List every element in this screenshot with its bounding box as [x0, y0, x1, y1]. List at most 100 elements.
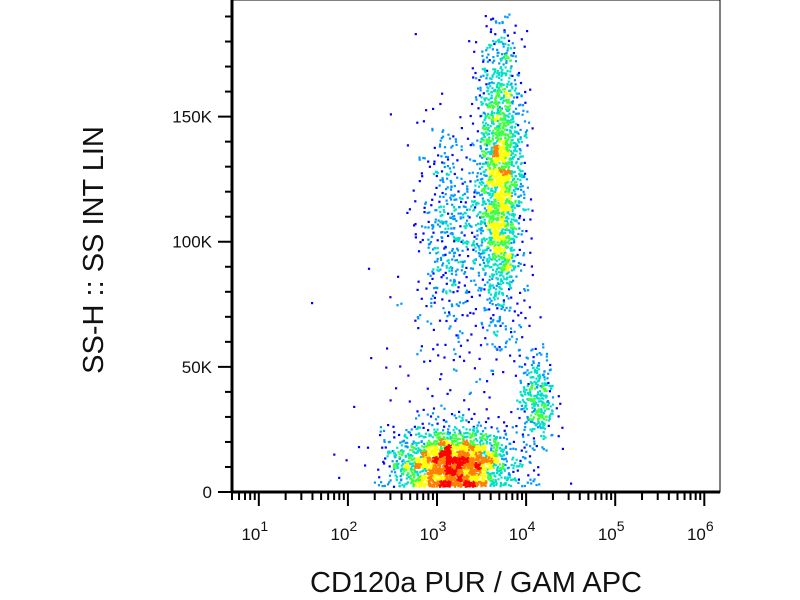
- event-dot: [510, 205, 513, 208]
- event-dot: [483, 450, 486, 453]
- event-dot: [418, 485, 421, 488]
- event-dot: [413, 461, 416, 464]
- event-dot: [481, 278, 484, 281]
- event-dot: [491, 81, 494, 84]
- event-dot: [435, 452, 438, 455]
- event-dot: [445, 472, 448, 476]
- event-dot: [454, 138, 457, 141]
- event-dot: [464, 451, 467, 454]
- event-dot: [461, 419, 464, 422]
- event-dot: [479, 89, 482, 92]
- event-dot: [497, 91, 500, 94]
- event-dot: [492, 56, 495, 59]
- event-dot: [432, 462, 435, 465]
- event-dot: [500, 78, 503, 81]
- event-dot: [377, 468, 380, 471]
- event-dot: [473, 195, 476, 198]
- event-dot: [492, 179, 495, 182]
- event-dot: [494, 97, 497, 101]
- event-dot: [511, 133, 515, 136]
- event-dot: [529, 376, 532, 379]
- event-dot: [493, 434, 496, 438]
- event-dot: [500, 83, 504, 86]
- event-dot: [466, 442, 469, 445]
- event-dot: [480, 226, 483, 230]
- event-dot: [430, 474, 433, 477]
- event-dot: [500, 156, 503, 159]
- event-dot: [446, 465, 449, 468]
- event-dot: [481, 221, 484, 224]
- event-dot: [450, 198, 453, 201]
- event-dot: [523, 387, 526, 390]
- event-dot: [499, 283, 502, 286]
- event-dot: [458, 254, 461, 257]
- event-dot: [496, 217, 499, 221]
- event-dot: [404, 461, 407, 464]
- event-dot: [441, 468, 444, 471]
- event-dot: [450, 146, 453, 149]
- event-dot: [496, 427, 499, 430]
- event-dot: [483, 456, 486, 459]
- event-dot: [487, 474, 490, 477]
- event-dot: [412, 464, 415, 467]
- event-dot: [515, 275, 518, 278]
- event-dot: [434, 476, 437, 479]
- event-dot: [457, 463, 460, 466]
- event-dot: [511, 232, 515, 235]
- event-dot: [505, 187, 508, 191]
- event-dot: [467, 215, 470, 218]
- event-dot: [466, 467, 469, 470]
- event-dot: [527, 418, 530, 422]
- event-dot: [515, 162, 518, 165]
- event-dot: [471, 429, 474, 432]
- event-dot: [498, 266, 502, 270]
- event-dot: [484, 457, 487, 460]
- event-dot: [441, 177, 444, 180]
- event-dot: [474, 324, 477, 327]
- event-dot: [477, 274, 481, 277]
- event-dot: [481, 459, 484, 462]
- event-dot: [513, 79, 516, 82]
- event-dot: [436, 484, 439, 487]
- event-dot: [544, 415, 547, 418]
- event-dot: [487, 139, 490, 142]
- event-dot: [445, 264, 448, 267]
- event-dot: [506, 264, 509, 267]
- event-dot: [524, 90, 527, 94]
- event-dot: [461, 263, 464, 266]
- event-dot: [456, 443, 459, 446]
- event-dot: [545, 383, 548, 387]
- event-dot: [485, 148, 488, 151]
- event-dot: [446, 432, 449, 436]
- event-dot: [495, 94, 498, 97]
- event-dot: [425, 462, 428, 465]
- event-dot: [428, 434, 431, 437]
- event-dot: [475, 465, 478, 468]
- event-dot: [530, 349, 533, 352]
- event-dot: [497, 184, 500, 187]
- event-dot: [409, 467, 413, 470]
- event-dot: [489, 114, 492, 117]
- event-dot: [429, 442, 432, 445]
- event-dot: [492, 296, 495, 299]
- event-dot: [442, 441, 445, 444]
- event-dot: [440, 476, 443, 479]
- event-dot: [561, 447, 564, 450]
- event-dot: [498, 222, 501, 226]
- event-dot: [477, 421, 481, 424]
- event-dot: [406, 446, 409, 449]
- event-dot: [494, 168, 497, 171]
- event-dot: [442, 205, 445, 208]
- event-dot: [479, 432, 482, 436]
- event-dot: [496, 70, 499, 73]
- event-dot: [492, 216, 495, 219]
- event-dot: [479, 462, 482, 465]
- event-dot: [442, 419, 445, 422]
- event-dot: [507, 175, 510, 178]
- event-dot: [535, 394, 538, 397]
- event-dot: [482, 434, 486, 437]
- event-dot: [494, 454, 497, 457]
- event-dot: [518, 354, 521, 357]
- event-dot: [426, 211, 429, 215]
- event-dot: [488, 167, 491, 170]
